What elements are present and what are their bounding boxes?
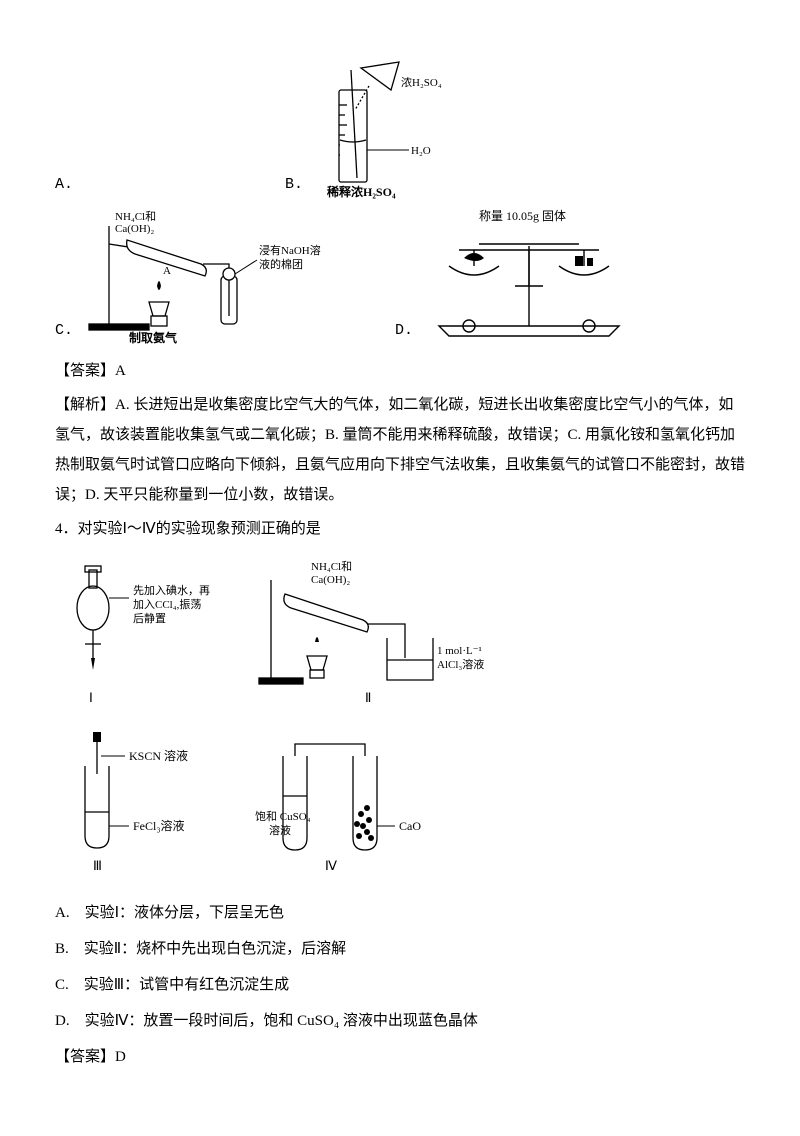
fig2-l4: AlCl₃溶液 — [437, 657, 484, 671]
figure-1: 先加入碘水，再 加入CCl₄,振荡 后静置 Ⅰ — [55, 558, 255, 708]
fig4-num: Ⅳ — [325, 858, 337, 873]
diagram-c-label3: 浸有NaOH溶 — [259, 243, 321, 257]
diagram-b-label2: H₂O — [411, 145, 431, 157]
fig2-l3: 1 mol·L⁻¹ — [437, 645, 482, 657]
option-a: A. — [55, 170, 285, 200]
answer-4: 【答案】D — [55, 1042, 745, 1072]
fig1-num: Ⅰ — [89, 690, 93, 705]
diagram-d: 称量 10.05g 固体 — [419, 206, 639, 346]
diagram-c-label1: NH₄Cl和 — [115, 210, 156, 223]
fig4-l1: 饱和 CuSO₄ — [255, 809, 311, 823]
figure-4: 饱和 CuSO₄ 溶液 CaO Ⅳ — [255, 726, 495, 876]
fig4-l2: 溶液 — [269, 823, 291, 837]
option-d: D. 称量 10.05g 固体 — [395, 206, 639, 346]
answer-3: 【答案】A — [55, 356, 745, 386]
option-d-label: D. — [395, 316, 413, 346]
diagram-b: 浓H₂SO₄ H₂O 稀释浓H₂SO₄ — [309, 60, 459, 200]
q4-option-c: C. 实验Ⅲ：试管中有红色沉淀生成 — [55, 970, 745, 1000]
diagram-b-caption: 稀释浓H₂SO₄ — [327, 184, 396, 199]
question-4: 4．对实验Ⅰ～Ⅳ的实验现象预测正确的是 — [55, 514, 745, 544]
diagram-c-caption: 制取氨气 — [129, 330, 177, 345]
fig2-l1: NH₄Cl和 — [311, 560, 352, 573]
diagram-c-label2: Ca(OH)₂ — [115, 223, 154, 235]
option-a-label: A. — [55, 170, 73, 200]
options-row-ab: A. B. 浓H₂SO₄ H₂O — [55, 60, 745, 200]
figure-2: NH₄Cl和 Ca(OH)₂ 1 mol·L⁻¹ AlCl₃溶液 Ⅱ — [255, 558, 515, 708]
fig3-l1: KSCN 溶液 — [129, 748, 188, 763]
diagram-c-label4: 液的棉团 — [259, 257, 303, 271]
figure-3: KSCN 溶液 FeCl₃溶液 Ⅲ — [55, 726, 255, 876]
q4-options: A. 实验Ⅰ：液体分层，下层呈无色 B. 实验Ⅱ：烧杯中先出现白色沉淀，后溶解 … — [55, 898, 745, 1036]
fig2-num: Ⅱ — [365, 690, 371, 705]
fig1-l3: 后静置 — [133, 611, 166, 625]
fig2-l2: Ca(OH)₂ — [311, 574, 350, 586]
q4-option-b: B. 实验Ⅱ：烧杯中先出现白色沉淀，后溶解 — [55, 934, 745, 964]
diagram-d-label: 称量 10.05g 固体 — [479, 209, 566, 223]
fig3-num: Ⅲ — [93, 858, 102, 873]
fig1-l2: 加入CCl₄,振荡 — [133, 597, 201, 611]
diagram-c: A NH₄Cl和 Ca(OH)₂ 浸有NaOH溶 液的棉团 制取氨气 — [79, 206, 339, 346]
fig1-l1: 先加入碘水，再 — [133, 584, 210, 597]
option-b-label: B. — [285, 170, 303, 200]
figure-row-2: KSCN 溶液 FeCl₃溶液 Ⅲ — [55, 726, 745, 876]
option-c-label: C. — [55, 316, 73, 346]
fig3-l2: FeCl₃溶液 — [133, 818, 185, 833]
option-c: C. A — [55, 206, 395, 346]
figure-row-1: 先加入碘水，再 加入CCl₄,振荡 后静置 Ⅰ NH₄Cl和 Ca(OH)₂ — [55, 558, 745, 708]
analysis-3: 【解析】A. 长进短出是收集密度比空气大的气体，如二氧化碳，短进长出收集密度比空… — [55, 390, 745, 510]
options-row-cd: C. A — [55, 206, 745, 346]
svg-text:A: A — [163, 265, 171, 277]
diagram-b-label1: 浓H₂SO₄ — [401, 76, 442, 89]
q4-option-a: A. 实验Ⅰ：液体分层，下层呈无色 — [55, 898, 745, 928]
fig4-l3: CaO — [399, 819, 421, 833]
q4-option-d: D. 实验Ⅳ：放置一段时间后，饱和 CuSO₄ 溶液中出现蓝色晶体 — [55, 1006, 745, 1036]
option-b: B. 浓H₂SO₄ H₂O 稀释浓H₂SO₄ — [285, 60, 459, 200]
